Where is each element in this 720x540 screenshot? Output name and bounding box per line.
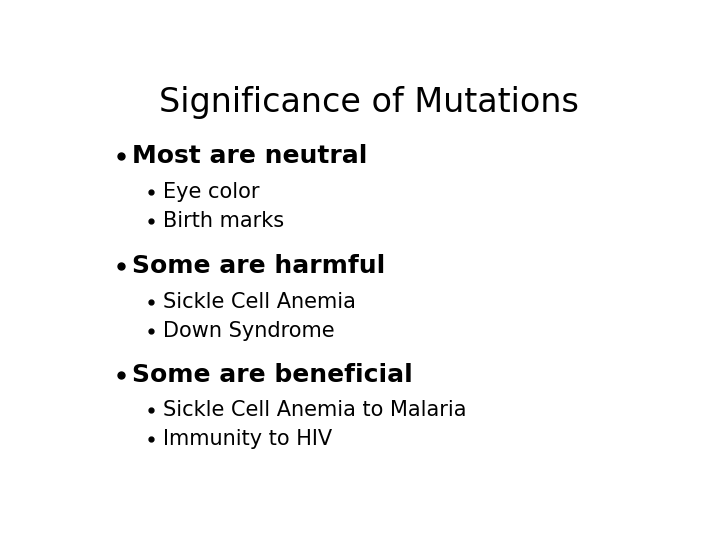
Text: Some are beneficial: Some are beneficial xyxy=(132,362,413,387)
Text: Sickle Cell Anemia: Sickle Cell Anemia xyxy=(163,292,356,312)
Text: Sickle Cell Anemia to Malaria: Sickle Cell Anemia to Malaria xyxy=(163,400,466,420)
Text: Birth marks: Birth marks xyxy=(163,211,284,231)
Text: Eye color: Eye color xyxy=(163,181,259,201)
Text: Down Syndrome: Down Syndrome xyxy=(163,321,334,341)
Text: Most are neutral: Most are neutral xyxy=(132,144,367,168)
Text: Immunity to HIV: Immunity to HIV xyxy=(163,429,332,449)
Text: Some are harmful: Some are harmful xyxy=(132,254,385,279)
Text: Significance of Mutations: Significance of Mutations xyxy=(159,85,579,119)
